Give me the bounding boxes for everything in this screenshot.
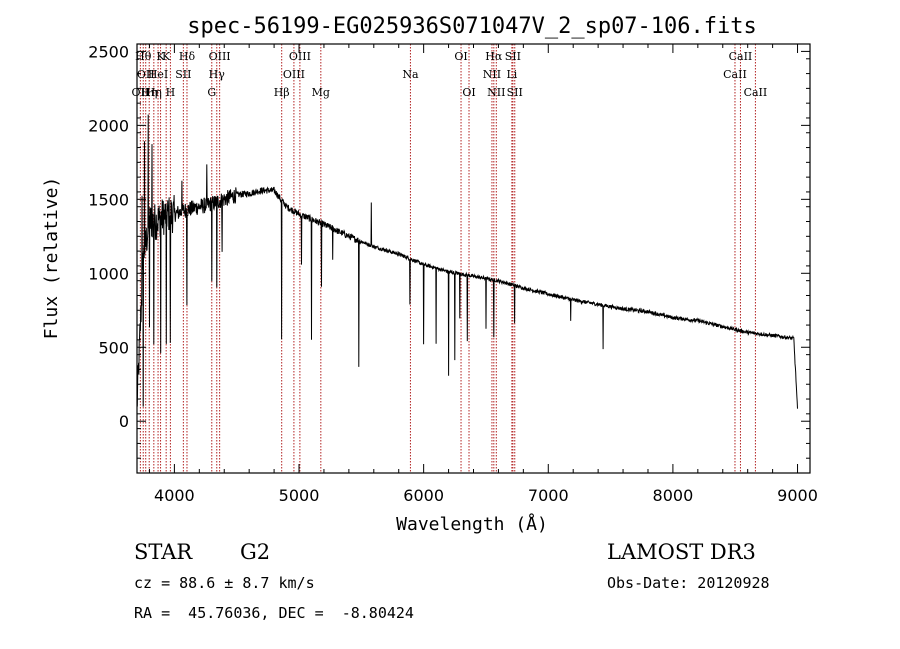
reference-line-label: OIII [289, 50, 311, 63]
y-tick-label: 500 [98, 338, 129, 357]
reference-line-label: HeI [148, 68, 168, 81]
object-subclass: G2 [240, 540, 271, 564]
reference-line-label: OIII [209, 50, 231, 63]
spectrum-plot: spec-56199-EG025936S071047V_2_sp07-106.f… [41, 14, 818, 535]
reference-line-label: Hβ [274, 86, 290, 99]
reference-line-label: CaII [723, 68, 747, 81]
reference-line-label: K [156, 50, 165, 63]
reference-line-label: NII [487, 86, 505, 99]
x-tick-label: 5000 [279, 486, 320, 505]
y-axis-ticks: 0 500 1000 1500 2000 2500 [88, 42, 810, 459]
reference-line-label: G [207, 86, 216, 99]
reference-line-label: Hη [141, 86, 157, 99]
reference-line-label: Hα [485, 50, 503, 63]
spectrum-line [136, 114, 798, 409]
y-tick-label: 0 [119, 412, 129, 431]
y-tick-label: 1500 [88, 190, 129, 209]
x-tick-label: 8000 [653, 486, 694, 505]
redshift-info: cz = 88.6 ± 8.7 km/s [134, 574, 315, 592]
reference-line-label: Hδ [179, 50, 196, 63]
reference-line-label: Hθ [135, 50, 152, 63]
chart-title: spec-56199-EG025936S071047V_2_sp07-106.f… [187, 14, 757, 39]
x-tick-label: 6000 [403, 486, 444, 505]
reference-line-label: OII [132, 86, 150, 99]
y-tick-label: 2500 [88, 42, 129, 61]
reference-line-label: SII [507, 86, 523, 99]
obs-date: Obs-Date: 20120928 [607, 574, 770, 592]
reference-line-label: Na [402, 68, 419, 81]
reference-line-label: OIII [283, 68, 305, 81]
reference-line-labels: OIIHθOIIHηHηHeIKKHSIIHδGHγOIIIHβOIIIOIII… [132, 50, 768, 99]
reference-line-label: K [162, 50, 171, 63]
x-tick-label: 9000 [777, 486, 818, 505]
reference-line-label: Li [506, 68, 517, 81]
reference-line-label: OI [462, 86, 475, 99]
reference-lines [139, 44, 756, 473]
reference-line-label: H [166, 86, 176, 99]
survey-name: LAMOST DR3 [607, 540, 756, 564]
coordinates: RA = 45.76036, DEC = -8.80424 [134, 604, 414, 622]
reference-line-label: Mg [312, 86, 330, 99]
x-axis-ticks: 4000 5000 6000 7000 8000 9000 [148, 44, 818, 505]
x-axis-label: Wavelength (Å) [396, 513, 548, 535]
reference-line-label: Hγ [209, 68, 226, 81]
reference-line-label: SII [175, 68, 191, 81]
reference-line-label: CaII [729, 50, 753, 63]
reference-line-label: CaII [744, 86, 768, 99]
plot-frame [136, 43, 811, 474]
object-class: STAR [134, 540, 193, 564]
x-tick-label: 7000 [528, 486, 569, 505]
reference-line-label: NII [483, 68, 501, 81]
reference-line-label: SII [505, 50, 521, 63]
y-tick-label: 1000 [88, 264, 129, 283]
x-tick-label: 4000 [154, 486, 195, 505]
y-tick-label: 2000 [88, 116, 129, 135]
y-axis-label: Flux (relative) [41, 177, 62, 340]
reference-line-label: Hη [146, 86, 162, 99]
reference-line-label: OI [454, 50, 467, 63]
reference-line-label: OII [137, 68, 155, 81]
